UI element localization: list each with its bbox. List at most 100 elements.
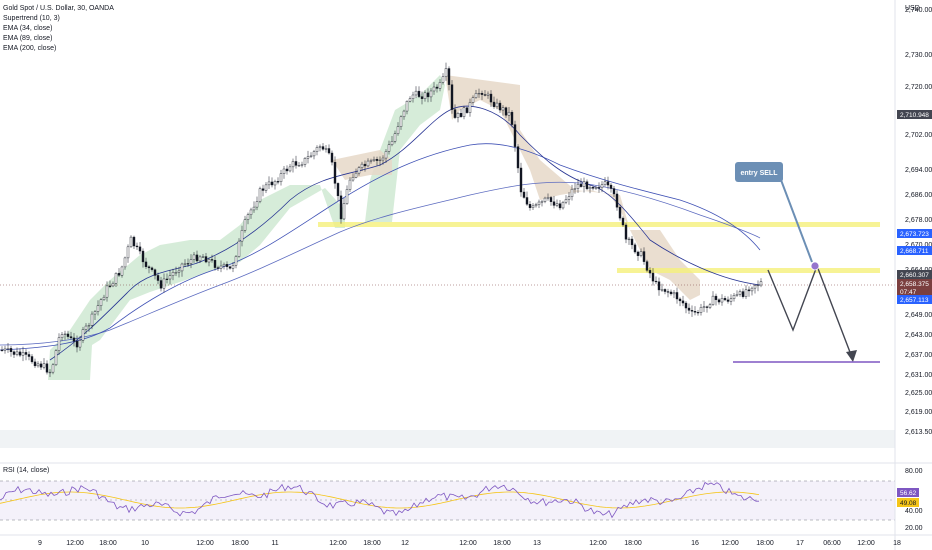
time-axis-label: 18 <box>893 540 901 547</box>
candle-down <box>210 259 214 261</box>
chart-legend: Gold Spot / U.S. Dollar, 30, OANDA Super… <box>3 4 114 54</box>
candle-up <box>369 160 373 162</box>
candle-down <box>450 84 454 110</box>
rsi-axis[interactable]: 80.00 40.00 20.00 56.62 49.08 <box>897 468 923 532</box>
time-axis-label: 18:00 <box>363 540 381 547</box>
candle-up <box>423 92 427 99</box>
price-axis[interactable]: 2,740.000 2,730.000 2,720.000 2,702.000 2,69… <box>905 7 932 436</box>
indicator-ema-89[interactable]: EMA (89, close) <box>3 35 53 42</box>
price-tag-bg <box>897 279 932 288</box>
candle-up <box>201 256 205 258</box>
candle-down <box>684 302 688 309</box>
candle-down <box>225 264 229 267</box>
rsi-axis-label: 80.00 <box>905 468 923 475</box>
time-axis-label: 12 <box>401 540 409 547</box>
price-axis-label: 2,619.000 <box>905 409 932 416</box>
candle-up <box>288 166 292 172</box>
candle-up <box>603 181 607 185</box>
candle-down <box>45 363 49 373</box>
candle-up <box>129 236 133 248</box>
projection-arrowhead <box>846 350 857 362</box>
price-tag: 07:47 <box>900 289 917 296</box>
projection-path[interactable] <box>767 264 854 361</box>
candle-down <box>615 193 619 208</box>
candle-up <box>81 329 85 341</box>
price-tag: 2,673.723 <box>900 231 929 238</box>
candle-up <box>546 197 550 199</box>
candle-up <box>720 298 724 303</box>
candle-down <box>687 307 691 311</box>
rsi-tag: 49.08 <box>900 500 917 507</box>
candle-down <box>645 261 649 271</box>
candle-down <box>528 204 532 208</box>
candle-up <box>192 254 196 260</box>
time-axis[interactable]: 9 12:00 18:00 10 12:00 18:00 11 12:00 18:00 12 12:… <box>38 540 901 547</box>
candle-up <box>300 164 304 166</box>
candle-up <box>198 256 202 262</box>
candle-up <box>561 201 565 209</box>
candle-down <box>465 107 469 113</box>
candle-up <box>102 296 106 300</box>
candle-up <box>189 259 193 264</box>
rsi-legend[interactable]: RSI (14, close) <box>3 467 50 474</box>
price-candles[interactable] <box>0 62 763 378</box>
candle-up <box>345 189 349 204</box>
candle-down <box>519 167 523 193</box>
time-axis-label: 12:00 <box>66 540 84 547</box>
candle-down <box>621 217 625 226</box>
candle-down <box>72 337 76 342</box>
candle-up <box>84 325 88 330</box>
time-axis-label: 12:00 <box>857 540 875 547</box>
time-axis-label: 10 <box>141 540 149 547</box>
candle-down <box>0 349 4 352</box>
candle-down <box>135 245 139 248</box>
candle-up <box>438 82 442 89</box>
price-tags: 2,710.948 2,673.723 2,668.711 2,660.307 2,65… <box>897 110 932 304</box>
candle-up <box>207 259 211 263</box>
candle-up <box>255 201 259 208</box>
entry-point-marker[interactable] <box>810 261 820 271</box>
callout-pointer <box>780 179 813 263</box>
candle-up <box>372 159 376 161</box>
rsi-line[interactable] <box>0 481 759 519</box>
candle-up <box>90 313 94 326</box>
time-axis-label: 18:00 <box>493 540 511 547</box>
candle-up <box>444 68 448 77</box>
time-axis-label: 16 <box>691 540 699 547</box>
candle-down <box>195 254 199 262</box>
indicator-ema-34[interactable]: EMA (34, close) <box>3 25 53 32</box>
candle-down <box>117 273 121 276</box>
price-tag-bg <box>897 270 932 279</box>
indicator-supertrend[interactable]: Supertrend (10, 3) <box>3 15 60 22</box>
resistance-zone-upper[interactable] <box>318 222 880 227</box>
candle-up <box>297 165 301 167</box>
ema-89-line[interactable] <box>0 143 761 351</box>
ema-34-line[interactable] <box>49 105 761 361</box>
indicator-ema-200[interactable]: EMA (200, close) <box>3 45 57 52</box>
candle-up <box>57 337 61 351</box>
candle-up <box>495 102 499 107</box>
candle-down <box>504 107 508 116</box>
candle-down <box>420 96 424 99</box>
candle-down <box>30 356 34 363</box>
candle-up <box>21 352 25 356</box>
rsi-ma-line[interactable] <box>0 491 760 509</box>
symbol-title[interactable]: Gold Spot / U.S. Dollar, 30, OANDA <box>3 5 114 12</box>
candle-down <box>549 197 553 202</box>
ema-200-line[interactable] <box>0 181 761 346</box>
currency-label[interactable]: USD <box>905 5 920 12</box>
candle-down <box>648 270 652 274</box>
candle-up <box>180 263 184 272</box>
resistance-zone-lower[interactable] <box>617 268 880 273</box>
candle-down <box>633 244 637 253</box>
entry-sell-callout[interactable] <box>735 162 783 182</box>
candle-up <box>432 86 436 92</box>
candle-up <box>729 298 733 302</box>
candle-down <box>453 109 457 118</box>
candle-up <box>348 179 352 190</box>
candle-down <box>516 146 520 169</box>
candle-up <box>627 238 631 241</box>
pane-separator <box>0 430 895 448</box>
candle-up <box>414 90 418 96</box>
